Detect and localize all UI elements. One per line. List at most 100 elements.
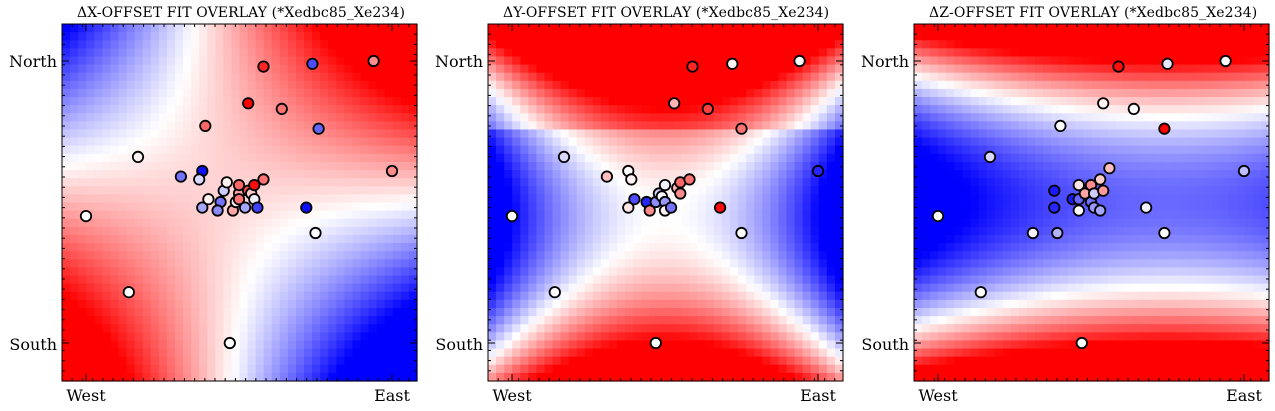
surface-cell [577,138,586,147]
surface-cell [151,235,160,244]
surface-cell [296,235,305,244]
surface-cell [762,227,771,236]
surface-cell [288,340,297,349]
surface-cell [86,243,95,252]
surface-cell [922,211,931,220]
surface-cell [320,292,329,301]
surface-cell [938,32,947,41]
surface-cell [191,332,200,341]
surface-cell [811,235,820,244]
surface-cell [240,292,249,301]
data-point [387,166,397,176]
surface-cell [979,48,988,57]
surface-cell [207,340,216,349]
surface-cell [778,81,787,90]
surface-cell [577,211,586,220]
surface-cell [264,340,273,349]
surface-cell [70,121,79,130]
surface-cell [609,365,618,374]
surface-cell [240,243,249,252]
surface-cell [1027,316,1036,325]
surface-cell [328,357,337,366]
surface-cell [118,162,127,171]
surface-cell [1027,300,1036,309]
surface-cell [666,81,675,90]
surface-cell [690,340,699,349]
surface-cell [361,349,370,358]
surface-cell [803,308,812,317]
surface-cell [78,243,87,252]
surface-cell [304,170,313,179]
surface-cell [649,105,658,114]
surface-cell [199,267,208,276]
surface-cell [787,340,796,349]
surface-cell [569,146,578,155]
surface-cell [762,219,771,228]
surface-cell [738,105,747,114]
surface-cell [995,105,1004,114]
surface-cell [938,56,947,65]
surface-cell [369,170,378,179]
surface-cell [914,154,923,163]
surface-cell [946,32,955,41]
surface-cell [1011,284,1020,293]
surface-cell [151,178,160,187]
surface-cell [223,300,232,309]
surface-cell [746,235,755,244]
surface-cell [110,349,119,358]
surface-cell [601,186,610,195]
surface-cell [143,194,152,203]
surface-cell [175,121,184,130]
surface-cell [70,65,79,74]
surface-cell [714,97,723,106]
surface-cell [706,170,715,179]
surface-cell [593,332,602,341]
surface-cell [946,105,955,114]
surface-cell [199,24,208,33]
surface-cell [987,243,996,252]
surface-cell [110,121,119,130]
surface-cell [1019,178,1028,187]
surface-cell [1003,24,1012,33]
surface-cell [722,178,731,187]
surface-cell [561,324,570,333]
surface-cell [706,259,715,268]
surface-cell [938,121,947,130]
surface-cell [754,129,763,138]
surface-cell [86,32,95,41]
surface-cell [215,357,224,366]
surface-cell [231,324,240,333]
surface-cell [264,308,273,317]
surface-cell [70,276,79,285]
surface-cell [528,365,537,374]
surface-cell [754,81,763,90]
surface-cell [304,89,313,98]
surface-cell [1019,324,1028,333]
surface-cell [593,194,602,203]
surface-cell [280,324,289,333]
surface-cell [288,235,297,244]
surface-cell [962,194,971,203]
surface-cell [127,89,136,98]
surface-cell [191,300,200,309]
surface-cell [970,349,979,358]
surface-cell [657,219,666,228]
surface-cell [682,40,691,49]
surface-cell [690,292,699,301]
surface-cell [827,332,836,341]
surface-cell [110,259,119,268]
surface-cell [561,300,570,309]
surface-cell [256,365,265,374]
surface-cell [995,276,1004,285]
surface-cell [328,32,337,41]
surface-cell [682,300,691,309]
surface-cell [320,162,329,171]
surface-cell [738,284,747,293]
surface-cell [352,373,361,382]
surface-cell [585,194,594,203]
surface-cell [143,146,152,155]
surface-cell [770,203,779,212]
surface-cell [827,186,836,195]
surface-cell [946,65,955,74]
surface-cell [304,40,313,49]
